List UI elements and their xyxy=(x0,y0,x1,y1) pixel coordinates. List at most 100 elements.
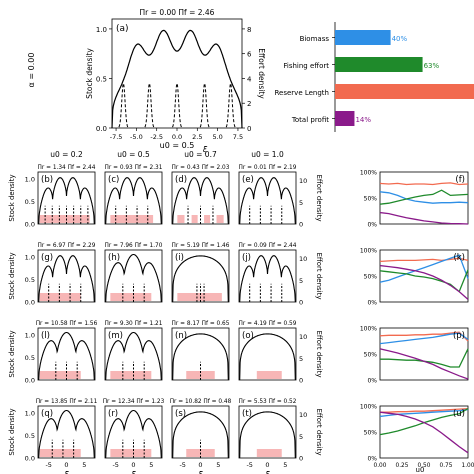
effort-ylabel: Effort density xyxy=(315,330,323,377)
bar-category-label: Fishing effort xyxy=(283,62,329,70)
pct-tick-label: 100% xyxy=(360,248,377,255)
effort-tick-label: 0 xyxy=(299,299,303,307)
pct-panel-frame xyxy=(379,171,469,225)
small-panel-frame xyxy=(238,249,297,303)
effort-tick-label: 0 xyxy=(299,455,303,463)
effort-tick-label: 10 xyxy=(299,333,307,341)
reserve-block xyxy=(177,293,222,301)
pct-series-line xyxy=(379,189,469,205)
effort-ylabel: Effort density xyxy=(315,174,323,221)
pct-series-line xyxy=(379,254,469,283)
pct-panel-frame xyxy=(379,405,469,459)
stock-ylabel: Stock density xyxy=(8,408,16,455)
effort-tick-label: 10 xyxy=(299,255,307,263)
small-panel-frame xyxy=(104,171,163,225)
stock-tick-label: 1.0 xyxy=(25,409,35,417)
effort-tick-label: 10 xyxy=(299,177,307,185)
summary-bar-chart: Biomass 40% Fishing effort 63% Reserve Lengt… xyxy=(274,22,474,132)
stock-ylabel: Stock density xyxy=(8,330,16,377)
x-tick-label: -5 xyxy=(45,461,51,469)
small-panel-label: (c) xyxy=(108,175,119,185)
small-panel-pi-label: Πr = 0.43 Πf = 2.03 xyxy=(172,165,230,171)
u0-tick-label: 1.00 xyxy=(462,463,474,469)
column-header: u0 = 0.2 xyxy=(50,150,83,159)
small-panel-frame xyxy=(238,405,297,459)
panel-a-ylabel: Stock density xyxy=(85,48,94,99)
x-tick-label: 0 xyxy=(64,461,68,469)
figure-labels: α = 0.00 u0 xyxy=(27,53,424,474)
pct-tick-label: 50% xyxy=(364,196,378,203)
stock-tick-label: 0.5 xyxy=(25,354,35,362)
effort-ylabel: Effort density xyxy=(315,252,323,299)
small-panel-pi-label: Πr = 1.34 Πf = 2.44 xyxy=(38,165,96,171)
small-panel-label: (b) xyxy=(41,175,53,185)
panel-a-xtick-label: -7.5 xyxy=(110,133,123,141)
stock-tick-label: 1.0 xyxy=(25,331,35,339)
panel-a-ytick-label: 0.5 xyxy=(96,75,107,83)
panel-a-stock-line xyxy=(111,29,243,129)
pct-tick-label: 0% xyxy=(367,222,377,229)
stock-line xyxy=(172,411,229,459)
reserve-block xyxy=(256,449,282,457)
effort-tick-label: 5 xyxy=(299,199,303,207)
panel-a-effort-peak xyxy=(144,81,155,128)
small-panel-pi-label: Πr = 6.97 Πf = 2.29 xyxy=(38,243,96,249)
small-panel-label: (i) xyxy=(175,253,184,263)
stock-tick-label: 1.0 xyxy=(25,253,35,261)
reserve-block xyxy=(39,371,81,379)
panel-a-ytick-label: 0.0 xyxy=(96,125,107,133)
small-panel-frame xyxy=(37,249,96,303)
small-panel-label: (l) xyxy=(41,331,50,341)
bar-value-label: 40% xyxy=(392,35,408,43)
reserve-block xyxy=(204,215,211,223)
stock-tick-label: 1.0 xyxy=(25,175,35,183)
x-tick-label: 0 xyxy=(265,461,269,469)
reserve-block xyxy=(256,371,282,379)
pct-series-line xyxy=(380,407,469,413)
panel-a-effort-peak xyxy=(199,81,210,128)
pct-panel-frame xyxy=(379,327,469,381)
stock-line xyxy=(38,255,95,303)
panel-a-xlabel: ξ xyxy=(202,145,208,154)
pct-series-line xyxy=(379,211,469,225)
stock-line xyxy=(239,177,296,225)
small-panel-label: (t) xyxy=(242,409,252,419)
panel-a-xtick-label: 2.5 xyxy=(192,133,202,141)
pct-tick-label: 100% xyxy=(360,326,377,333)
small-panel-label: (s) xyxy=(175,409,186,419)
panel-a-effort-tick-label: 2 xyxy=(247,100,251,108)
pct-panel-label: (u) xyxy=(453,409,465,419)
reserve-block xyxy=(39,293,81,301)
panel-a-frame xyxy=(111,18,243,129)
pct-tick-label: 0% xyxy=(367,378,377,385)
reserve-block xyxy=(39,215,90,223)
small-panel-pi-label: Πr = 4.19 Πf = 0.59 xyxy=(239,321,297,327)
pct-tick-label: 50% xyxy=(364,274,378,281)
effort-ylabel: Effort density xyxy=(315,408,323,455)
panel-a-effort-peak xyxy=(225,81,236,128)
small-panel-pi-label: Πr = 5.19 Πf = 1.46 xyxy=(172,243,230,249)
x-tick-label: -5 xyxy=(179,461,185,469)
stock-line xyxy=(38,331,95,381)
column-header: u0 = 1.0 xyxy=(251,150,284,159)
pct-series-line xyxy=(379,408,469,418)
reserve-block xyxy=(110,449,152,457)
stock-line xyxy=(38,409,95,459)
panel-a-u0-label: u0 = 0.5 xyxy=(160,141,195,150)
panel-a-xtick-label: -2.5 xyxy=(150,133,163,141)
stock-line xyxy=(172,333,229,381)
panel-a-xtick-label: 7.5 xyxy=(233,133,243,141)
small-panel-frame xyxy=(238,171,297,225)
effort-tick-label: 5 xyxy=(299,355,303,363)
small-panel-label: (m) xyxy=(108,331,123,341)
panel-a-xtick-label: -5.0 xyxy=(130,133,143,141)
stock-line xyxy=(172,177,229,225)
pct-series-line xyxy=(379,332,469,345)
x-tick-label: 0 xyxy=(198,461,202,469)
stock-tick-label: 0.0 xyxy=(25,377,35,385)
bar-2 xyxy=(335,84,474,99)
small-panel-label: (j) xyxy=(242,253,251,263)
pct-series-line xyxy=(379,182,469,186)
x-tick-label: 5 xyxy=(82,461,86,469)
pct-series-line xyxy=(379,331,469,342)
